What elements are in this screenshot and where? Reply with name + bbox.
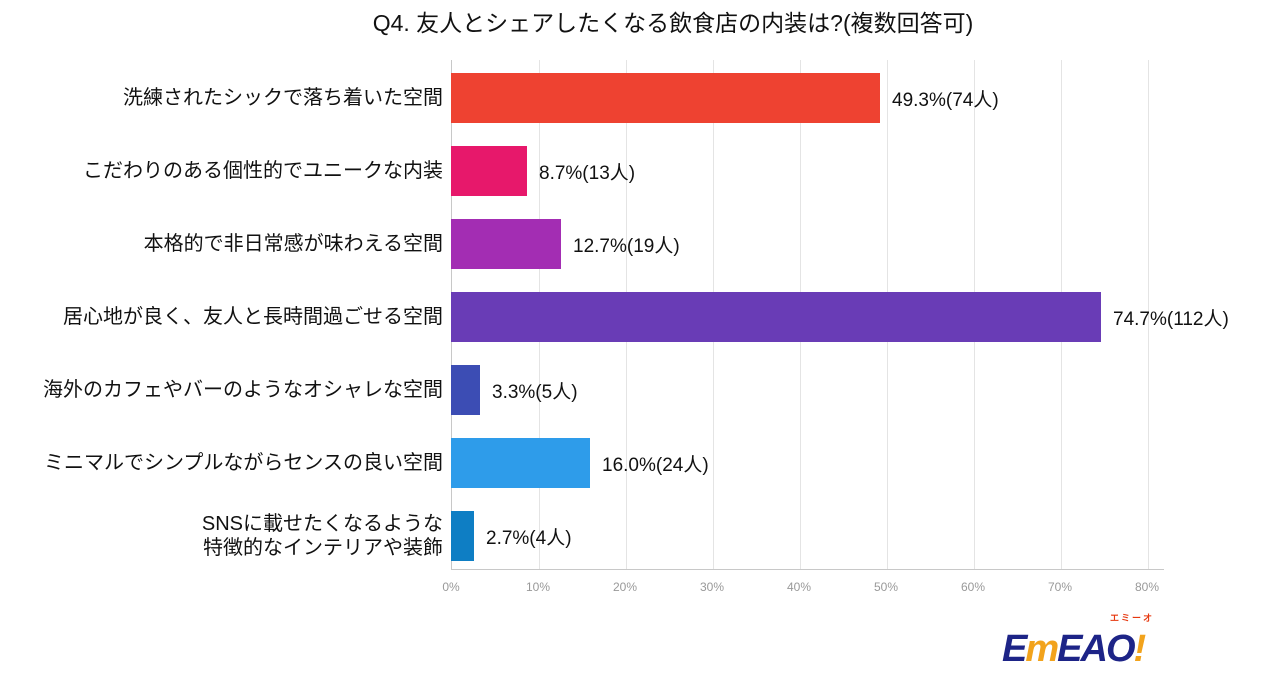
category-label: ミニマルでシンプルながらセンスの良い空間 (44, 452, 443, 474)
x-tick-label: 30% (699, 580, 725, 594)
logo-katakana: エミーオ (1109, 613, 1154, 623)
category-label: 居心地が良く、友人と長時間過ごせる空間 (63, 306, 443, 328)
x-tick-label: 80% (1134, 580, 1160, 594)
gridline (1148, 60, 1149, 569)
value-label: 74.7%(112人) (1113, 308, 1229, 330)
category-label: 洗練されたシックで落ち着いた空間 (123, 87, 443, 109)
bar (451, 73, 880, 123)
x-tick-label: 20% (612, 580, 638, 594)
value-label: 3.3%(5人) (492, 381, 578, 403)
bar-row: 本格的で非日常感が味わえる空間 12.7%(19人) (0, 219, 1280, 269)
category-label: SNSに載せたくなるような 特徴的なインテリアや装飾 (201, 513, 443, 559)
bar-row: 海外のカフェやバーのようなオシャレな空間 3.3%(5人) (0, 365, 1280, 415)
x-tick-label: 10% (525, 580, 551, 594)
bar (451, 292, 1101, 342)
value-label: 49.3%(74人) (892, 89, 999, 111)
category-label: 本格的で非日常感が味わえる空間 (143, 233, 443, 255)
bar-row: こだわりのある個性的でユニークな内装 8.7%(13人) (0, 146, 1280, 196)
emeao-logo: エミーオ EmEAO! (1002, 611, 1170, 669)
logo-wordmark: EmEAO! (1002, 628, 1147, 670)
value-label: 16.0%(24人) (602, 454, 709, 476)
x-tick-label: 50% (873, 580, 899, 594)
value-label: 12.7%(19人) (573, 235, 680, 257)
bar (451, 219, 561, 269)
x-tick-label: 60% (960, 580, 986, 594)
category-label: こだわりのある個性的でユニークな内装 (83, 160, 443, 182)
logo-m-mark: m (1025, 628, 1059, 670)
bar (451, 365, 480, 415)
x-tick-label: 70% (1047, 580, 1073, 594)
bar-row: 洗練されたシックで落ち着いた空間 49.3%(74人) (0, 73, 1280, 123)
bar-row: ミニマルでシンプルながらセンスの良い空間 16.0%(24人) (0, 438, 1280, 488)
bar (451, 438, 590, 488)
bar-row: 居心地が良く、友人と長時間過ごせる空間 74.7%(112人) (0, 292, 1280, 342)
x-tick-label: 40% (786, 580, 812, 594)
logo-exclamation: ! (1133, 628, 1147, 670)
value-label: 2.7%(4人) (486, 527, 572, 549)
value-label: 8.7%(13人) (539, 162, 636, 184)
bar (451, 511, 474, 561)
x-tick-label: 0% (442, 580, 460, 594)
category-label: 海外のカフェやバーのようなオシャレな空間 (43, 379, 443, 401)
chart-title: Q4. 友人とシェアしたくなる飲食店の内装は?(複数回答可) (372, 10, 974, 36)
bar (451, 146, 527, 196)
bar-row: SNSに載せたくなるような 特徴的なインテリアや装飾 2.7%(4人) (0, 511, 1280, 561)
